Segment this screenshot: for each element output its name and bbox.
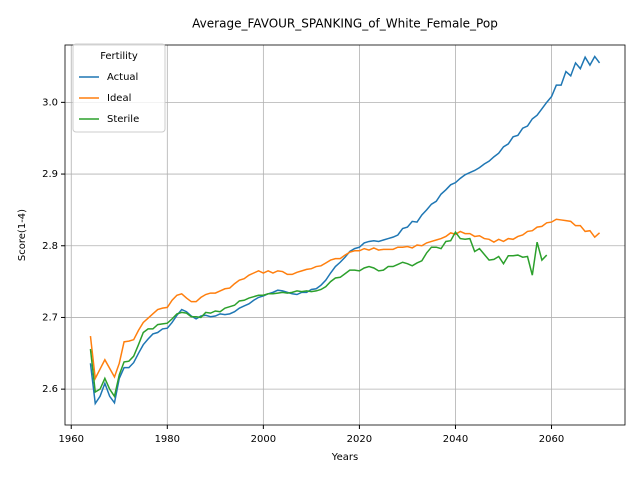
- legend-title: Fertility: [100, 51, 138, 62]
- y-tick-label: 3.0: [42, 97, 58, 108]
- line-series: [89, 230, 548, 399]
- x-axis-label: Years: [331, 452, 358, 463]
- line-series: [89, 218, 601, 381]
- plot-frame: [64, 44, 626, 426]
- line-series: [89, 55, 601, 406]
- x-tick-label: 2040: [443, 434, 468, 445]
- legend-label: Sterile: [107, 114, 139, 125]
- y-tick-label: 2.9: [42, 169, 58, 180]
- x-tick-label: 1980: [155, 434, 180, 445]
- x-tick-label: 2060: [539, 434, 564, 445]
- x-tick-label: 2000: [251, 434, 276, 445]
- legend-box: [72, 43, 166, 133]
- y-tick-label: 2.6: [42, 384, 58, 395]
- legend-label: Ideal: [107, 93, 131, 104]
- y-tick-label: 2.7: [42, 312, 58, 323]
- x-tick-label: 2020: [347, 434, 372, 445]
- x-tick-label: 1960: [59, 434, 84, 445]
- y-axis-label: Score(1-4): [17, 209, 28, 261]
- chart-title: Average_FAVOUR_SPANKING_of_White_Female_…: [192, 17, 498, 31]
- legend-label: Actual: [107, 72, 138, 83]
- y-tick-label: 2.8: [42, 241, 58, 252]
